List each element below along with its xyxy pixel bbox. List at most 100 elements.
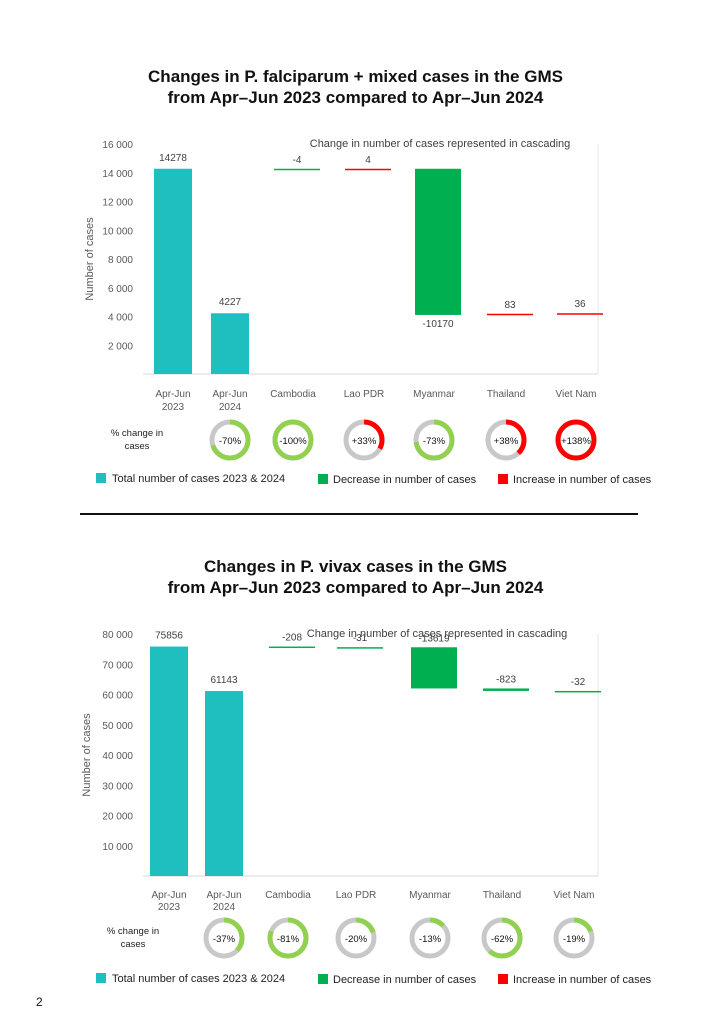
legend-label-total: Total number of cases 2023 & 2024 bbox=[112, 473, 285, 485]
legend-swatch-decrease bbox=[318, 474, 328, 484]
y-tick-label: 80 000 bbox=[102, 630, 133, 641]
pct-change-ring: -20% bbox=[335, 917, 377, 959]
pct-change-ring: -100% bbox=[272, 419, 314, 461]
bar-value-label: 14278 bbox=[159, 153, 187, 164]
ring-pct-label: -73% bbox=[423, 436, 446, 447]
total-bar bbox=[205, 691, 243, 876]
ring-progress bbox=[553, 917, 595, 959]
chart1-title-line1: Changes in P. falciparum + mixed cases i… bbox=[148, 67, 563, 86]
ring-progress bbox=[555, 419, 597, 461]
section-divider bbox=[80, 513, 638, 515]
legend: Total number of cases 2023 & 2024 Decreas… bbox=[96, 973, 652, 986]
chart2-title: Changes in P. vivax cases in the GMS fro… bbox=[0, 556, 711, 598]
pct-change-label: % change in bbox=[111, 428, 163, 439]
category-label-year: 2024 bbox=[213, 902, 236, 913]
y-tick-label: 10 000 bbox=[102, 842, 133, 853]
ring-progress bbox=[481, 917, 523, 959]
pct-change-ring: +33% bbox=[343, 419, 385, 461]
y-tick-label: 40 000 bbox=[102, 751, 133, 762]
total-bar bbox=[211, 313, 249, 374]
ring-pct-label: -37% bbox=[213, 934, 236, 945]
decrease-bar bbox=[269, 646, 315, 649]
legend-label-decrease: Decrease in number of cases bbox=[333, 974, 477, 986]
y-tick-label: 50 000 bbox=[102, 721, 133, 732]
ring-progress bbox=[335, 917, 377, 959]
y-axis-label: Number of cases bbox=[81, 713, 93, 797]
bar-value-label: 75856 bbox=[155, 631, 183, 642]
legend-label-total: Total number of cases 2023 & 2024 bbox=[112, 973, 285, 985]
pct-change-ring: +38% bbox=[485, 419, 527, 461]
ring-progress bbox=[409, 917, 451, 959]
pct-change-ring: -13% bbox=[409, 917, 451, 959]
decrease-bar bbox=[411, 647, 457, 689]
pct-change-ring: -62% bbox=[481, 917, 523, 959]
legend: Total number of cases 2023 & 2024 Decreas… bbox=[96, 473, 652, 486]
bar-value-label: 36 bbox=[574, 299, 586, 310]
y-tick-label: 14 000 bbox=[102, 169, 133, 180]
category-label: Apr-Jun bbox=[155, 389, 190, 400]
ring-progress bbox=[209, 419, 251, 461]
total-bar bbox=[154, 168, 192, 374]
bar-value-label: -823 bbox=[496, 674, 516, 685]
decrease-bar bbox=[274, 168, 320, 171]
y-tick-label: 6 000 bbox=[108, 284, 133, 295]
bar-value-label: 4227 bbox=[219, 297, 242, 308]
category-label: Myanmar bbox=[413, 389, 455, 400]
ring-pct-label: -70% bbox=[219, 436, 242, 447]
legend-swatch-increase bbox=[498, 474, 508, 484]
category-label: Viet Nam bbox=[554, 890, 595, 901]
decrease-bar bbox=[337, 647, 383, 649]
pct-change-label: cases bbox=[121, 939, 146, 950]
y-tick-label: 8 000 bbox=[108, 255, 133, 266]
ring-pct-label: -13% bbox=[419, 934, 442, 945]
y-tick-label: 20 000 bbox=[102, 812, 133, 823]
bar-value-label: -10170 bbox=[422, 319, 454, 330]
legend-swatch-total bbox=[96, 473, 106, 483]
y-tick-label: 10 000 bbox=[102, 226, 133, 237]
category-label: Apr-Jun bbox=[206, 890, 241, 901]
bar-value-label: -4 bbox=[293, 155, 302, 166]
y-tick-label: 60 000 bbox=[102, 691, 133, 702]
category-label-year: 2023 bbox=[158, 902, 181, 913]
chart2-vivax-waterfall: 10 000 20 000 30 000 40 000 50 000 60 000 70 0… bbox=[81, 628, 652, 986]
increase-bar bbox=[557, 313, 603, 315]
legend-label-increase: Increase in number of cases bbox=[513, 974, 652, 986]
chart-subtitle: Change in number of cases represented in… bbox=[310, 138, 571, 150]
pct-change-label: cases bbox=[125, 441, 150, 452]
ring-pct-label: -62% bbox=[491, 934, 514, 945]
category-label: Apr-Jun bbox=[151, 890, 186, 901]
legend-swatch-increase bbox=[498, 974, 508, 984]
category-label: Apr-Jun bbox=[212, 389, 247, 400]
pct-change-ring: -70% bbox=[209, 419, 251, 461]
pct-change-label: % change in bbox=[107, 926, 159, 937]
y-tick-label: 30 000 bbox=[102, 781, 133, 792]
pct-change-ring: -73% bbox=[413, 419, 455, 461]
category-label: Lao PDR bbox=[344, 389, 385, 400]
category-label: Thailand bbox=[483, 890, 521, 901]
pct-change-ring: -81% bbox=[267, 917, 309, 959]
ring-progress bbox=[203, 917, 245, 959]
category-label-year: 2023 bbox=[162, 402, 185, 413]
total-bar bbox=[150, 646, 188, 876]
ring-progress bbox=[267, 917, 309, 959]
chart1-falciparum-waterfall: 2 000 4 000 6 000 8 000 10 000 12 000 14 000 16… bbox=[84, 138, 652, 486]
category-label: Cambodia bbox=[265, 890, 311, 901]
legend-label-increase: Increase in number of cases bbox=[513, 474, 652, 486]
bar-value-label: -13619 bbox=[418, 633, 450, 644]
y-tick-label: 2 000 bbox=[108, 341, 133, 352]
category-label: Viet Nam bbox=[556, 389, 597, 400]
ring-progress bbox=[343, 419, 385, 461]
ring-pct-label: +33% bbox=[352, 436, 377, 447]
pct-change-ring: +138% bbox=[555, 419, 597, 461]
category-label: Cambodia bbox=[270, 389, 316, 400]
y-axis-label: Number of cases bbox=[84, 217, 96, 301]
ring-pct-label: -20% bbox=[345, 934, 368, 945]
ring-pct-label: -100% bbox=[279, 436, 307, 447]
page-number: 2 bbox=[36, 995, 43, 1009]
legend-swatch-total bbox=[96, 973, 106, 983]
increase-bar bbox=[345, 168, 391, 171]
bar-value-label: -31 bbox=[353, 633, 368, 644]
ring-progress bbox=[485, 419, 527, 461]
y-tick-label: 12 000 bbox=[102, 198, 133, 209]
ring-pct-label: -81% bbox=[277, 934, 300, 945]
